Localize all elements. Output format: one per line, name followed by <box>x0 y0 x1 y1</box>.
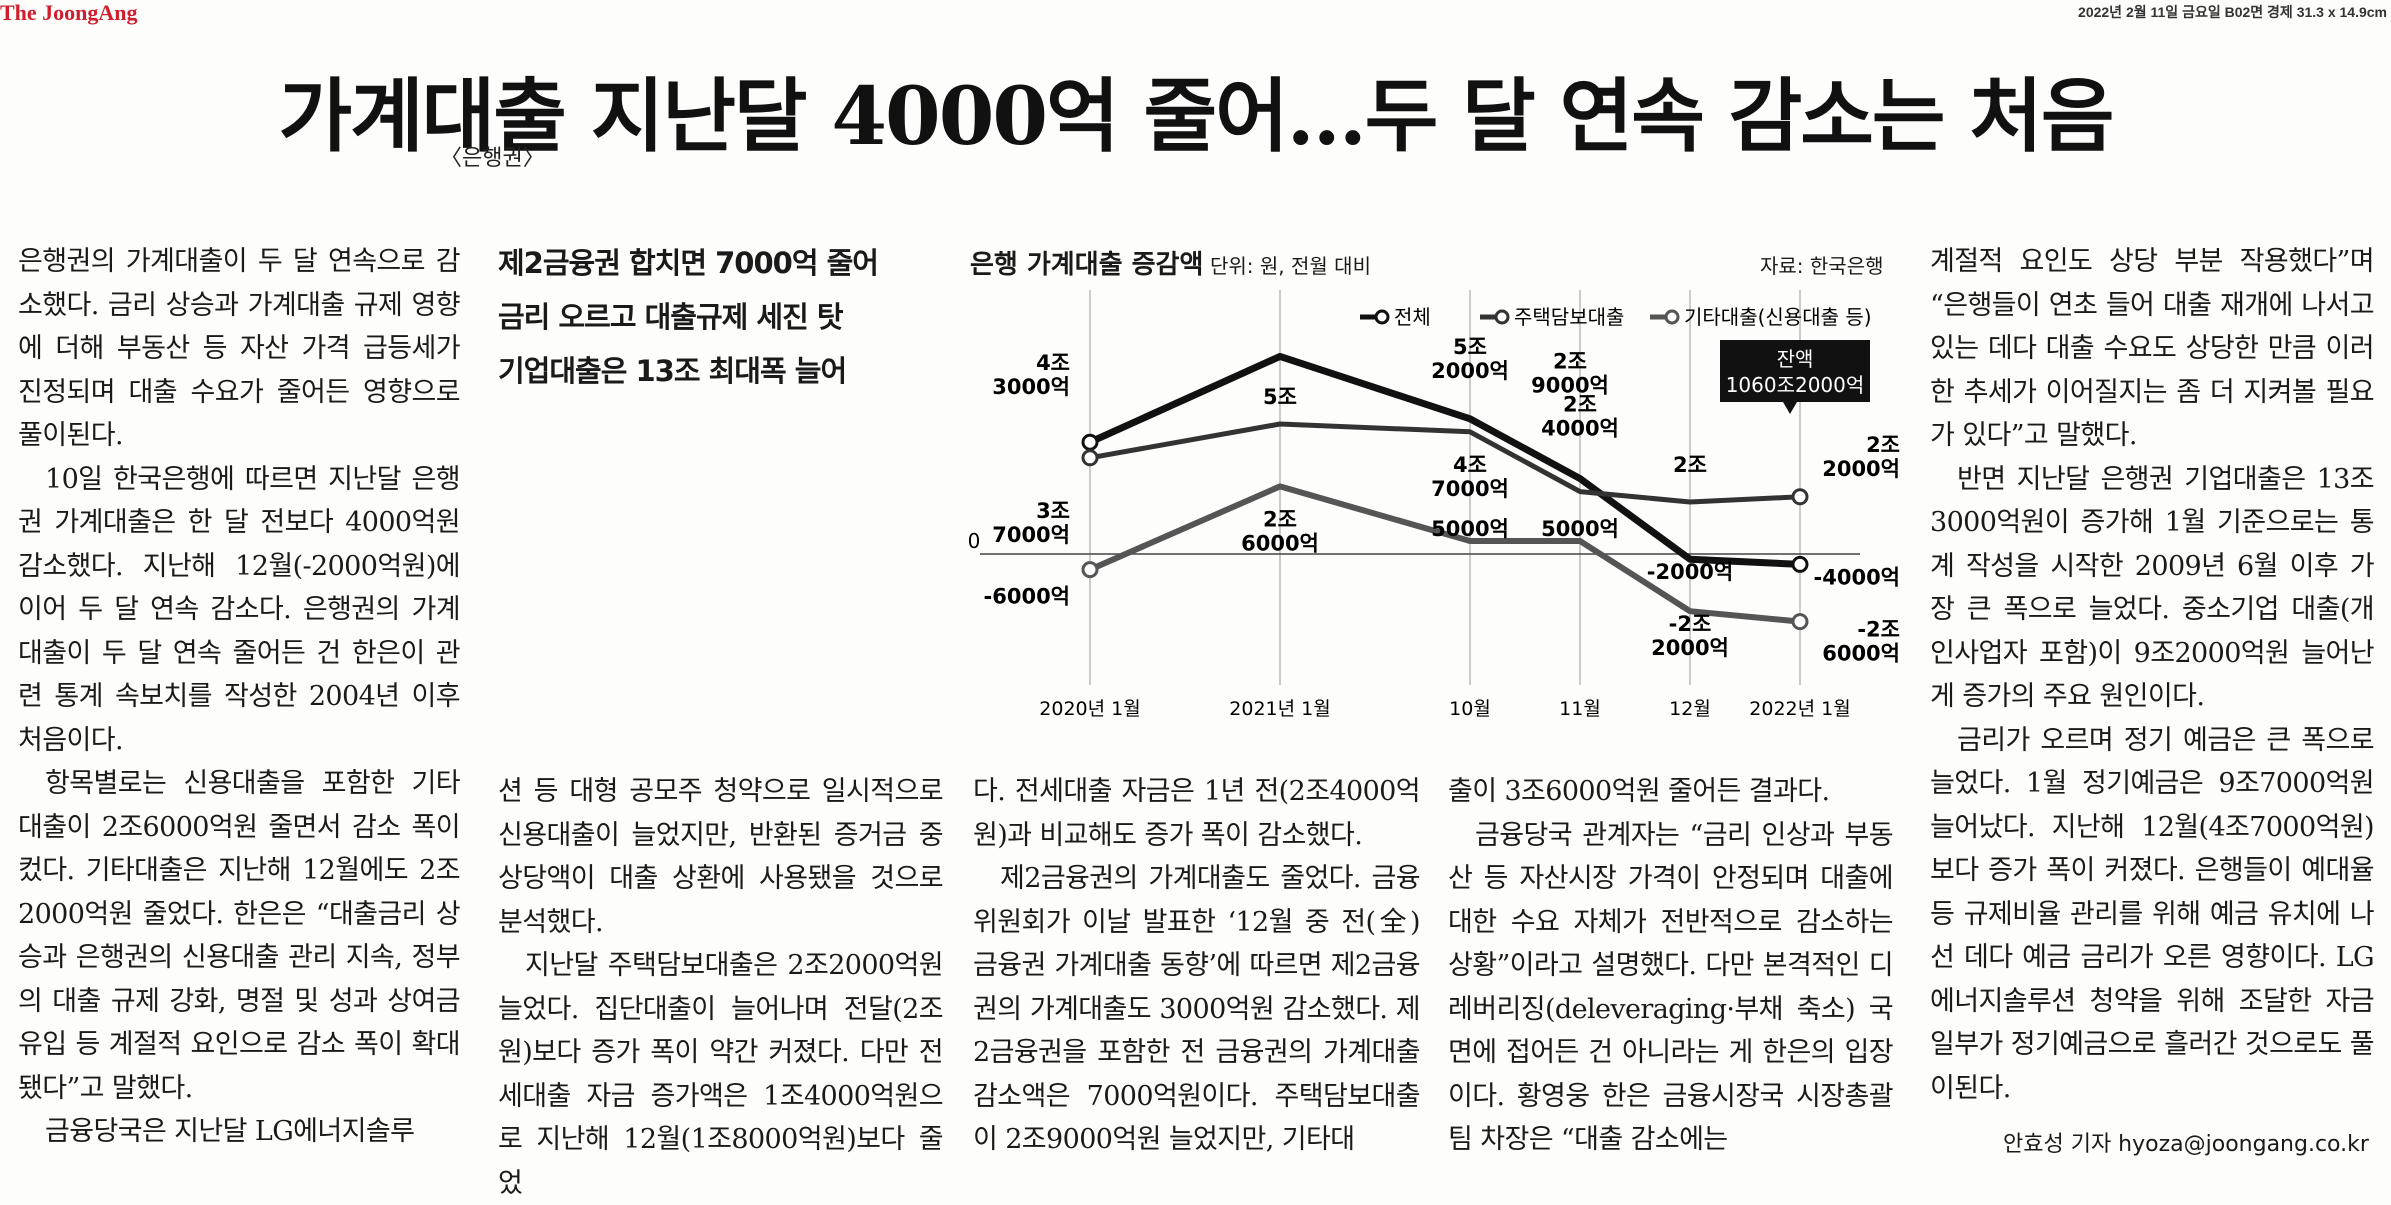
body-column-2: 션 등 대형 공모주 청약으로 일시적으로 신용대출이 늘었지만, 반환된 증거… <box>498 770 944 1205</box>
subheadline: 제2금융권 합치면 7000억 줄어 <box>498 246 879 280</box>
data-label: 2조 9000억 <box>1531 350 1609 398</box>
endpoint-marker <box>1081 433 1099 451</box>
paragraph: 다. 전세대출 자금은 1년 전(2조4000억원)과 비교해도 증가 폭이 감… <box>973 776 1421 851</box>
paragraph: 금리가 오르며 정기 예금은 큰 폭으로 늘었다. 1월 정기예금은 9조700… <box>1930 724 2375 1104</box>
endpoint-marker <box>1791 613 1809 631</box>
data-label: -2조 6000억 <box>1822 618 1900 666</box>
data-label: -4000억 <box>1814 565 1900 589</box>
x-tick-label: 12월 <box>1669 698 1711 720</box>
legend-label: 기타대출(신용대출 등) <box>1684 305 1872 329</box>
x-tick-label: 11월 <box>1559 698 1601 720</box>
series-line-0 <box>1088 352 1801 568</box>
data-label: 4조 7000억 <box>1431 453 1509 501</box>
x-tick-label: 2021년 1월 <box>1229 698 1330 720</box>
body-column-4: 출이 3조6000억원 줄어든 결과다. 금융당국 관계자는 “금리 인상과 부… <box>1448 770 1894 1162</box>
legend-marker <box>1664 309 1680 325</box>
paragraph: 출이 3조6000억원 줄어든 결과다. <box>1448 776 1830 807</box>
balance-callout-pointer <box>1783 402 1797 414</box>
body-column-1: 은행권의 가계대출이 두 달 연속으로 감소했다. 금리 상승과 가계대출 규제… <box>18 240 461 1154</box>
endpoint-marker <box>1791 488 1809 506</box>
paragraph: 지난달 주택담보대출은 2조2000억원 늘었다. 집단대출이 늘어나며 전달(… <box>498 950 944 1199</box>
data-label: 5조 2000억 <box>1431 335 1509 383</box>
balance-callout-box <box>1720 340 1870 402</box>
headline: 가계대출 지난달 4000억 줄어…두 달 연속 감소는 처음 <box>278 69 2114 163</box>
data-label: 2조 <box>1673 453 1707 477</box>
series-line-2 <box>1088 483 1801 625</box>
paragraph: 항목별로는 신용대출을 포함한 기타 대출이 2조6000억원 줄면서 감소 폭… <box>18 768 461 1104</box>
body-column-5: 계절적 요인도 상당 부분 작용했다”며 “은행들이 연초 들어 대출 재개에 … <box>1930 240 2375 1110</box>
data-label: 5000억 <box>1431 517 1509 541</box>
paragraph: 션 등 대형 공모주 청약으로 일시적으로 신용대출이 늘었지만, 반환된 증거… <box>498 776 944 938</box>
paragraph: 금융당국은 지난달 LG에너지솔루 <box>45 1116 415 1147</box>
body-column-3: 다. 전세대출 자금은 1년 전(2조4000억원)과 비교해도 증가 폭이 감… <box>973 770 1421 1162</box>
subheadline: 금리 오르고 대출규제 세진 탓 <box>498 300 844 334</box>
endpoint-marker <box>1081 561 1099 579</box>
legend-marker <box>1374 309 1390 325</box>
line-chart: 0 2020년 1월 2021년 1월 10월 11월 12월 2022년 1월 전체 주택담보… <box>968 290 1900 720</box>
x-tick-label: 10월 <box>1449 698 1491 720</box>
endpoint-marker <box>1791 555 1809 573</box>
byline: 안효성 기자 hyoza@joongang.co.kr <box>2003 1132 2369 1157</box>
data-label: -6000억 <box>984 585 1070 609</box>
data-label: 4조 3000억 <box>992 351 1070 399</box>
masthead-logo: The JoongAng <box>0 0 138 25</box>
legend-label: 주택담보대출 <box>1514 305 1624 329</box>
data-label: -2000억 <box>1647 560 1733 584</box>
balance-callout-label: 잔액 <box>1777 347 1814 371</box>
data-label: 3조 7000억 <box>992 499 1070 547</box>
chart-title: 은행 가계대출 증감액 <box>970 250 1204 280</box>
series-line-1 <box>1089 421 1801 505</box>
paragraph: 10일 한국은행에 따르면 지난달 은행권 가계대출은 한 달 전보다 4000… <box>18 463 461 756</box>
subheadline-block: 제2금융권 합치면 7000억 줄어 금리 오르고 대출규제 세진 탓 기업대출… <box>498 236 928 398</box>
data-label: 2조 2000억 <box>1822 433 1900 481</box>
data-label: 2조 4000억 <box>1541 393 1619 441</box>
subheadline: 기업대출은 13조 최대폭 늘어 <box>498 354 847 388</box>
paragraph: 반면 지난달 은행권 기업대출은 13조 3000억원이 증가해 1월 기준으로… <box>1930 463 2375 713</box>
chart-unit: 단위: 원, 전월 대비 <box>1210 254 1371 278</box>
paragraph: 은행권의 가계대출이 두 달 연속으로 감소했다. 금리 상승과 가계대출 규제… <box>18 246 461 451</box>
chart-source: 자료: 한국은행 <box>1760 254 1884 278</box>
data-label: -2조 2000억 <box>1651 612 1729 660</box>
x-tick-label: 2020년 1월 <box>1039 698 1140 720</box>
paragraph: 계절적 요인도 상당 부분 작용했다”며 “은행들이 연초 들어 대출 재개에 … <box>1930 246 2375 451</box>
data-label: 5000억 <box>1541 517 1619 541</box>
zero-label: 0 <box>968 529 981 553</box>
balance-callout-value: 1060조2000억 <box>1726 373 1865 397</box>
paragraph: 제2금융권의 가계대출도 줄었다. 금융위원회가 이날 발표한 ‘12월 중 전… <box>973 863 1421 1155</box>
dateline: 2022년 2월 11일 금요일 B02면 경제 31.3 x 14.9cm <box>2078 4 2387 20</box>
x-tick-label: 2022년 1월 <box>1749 698 1850 720</box>
data-label: 5조 <box>1263 385 1297 409</box>
endpoint-marker <box>1081 449 1099 467</box>
data-label: 2조 6000억 <box>1241 507 1319 555</box>
paragraph: 금융당국 관계자는 “금리 인상과 부동산 등 자산시장 가격이 안정되며 대출… <box>1448 819 1894 1156</box>
legend-label: 전체 <box>1394 305 1431 329</box>
legend-marker <box>1494 309 1510 325</box>
section-tag: 〈은행권〉 <box>440 145 545 170</box>
